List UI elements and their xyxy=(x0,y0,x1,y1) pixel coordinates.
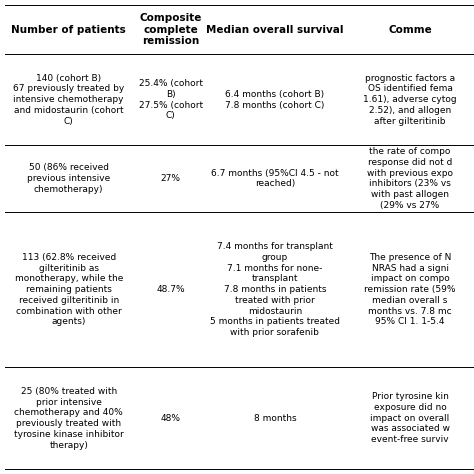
Text: Composite
complete
remission: Composite complete remission xyxy=(139,13,202,46)
Text: 25.4% (cohort
B)
27.5% (cohort
C): 25.4% (cohort B) 27.5% (cohort C) xyxy=(138,79,203,120)
Text: 7.4 months for transplant
group
7.1 months for none-
transplant
7.8 months in pa: 7.4 months for transplant group 7.1 mont… xyxy=(210,242,340,337)
Text: 25 (80% treated with
prior intensive
chemotherapy and 40%
previously treated wit: 25 (80% treated with prior intensive che… xyxy=(14,387,124,449)
Text: Number of patients: Number of patients xyxy=(11,25,126,35)
Text: 27%: 27% xyxy=(161,174,181,183)
Text: 8 months: 8 months xyxy=(254,414,296,423)
Text: the rate of compo
response did not d
with previous expo
inhibitors (23% vs
with : the rate of compo response did not d wit… xyxy=(367,147,453,210)
Text: Median overall survival: Median overall survival xyxy=(206,25,344,35)
Text: 6.4 months (cohort B)
7.8 months (cohort C): 6.4 months (cohort B) 7.8 months (cohort… xyxy=(225,90,325,109)
Text: 140 (cohort B)
67 previously treated by
intensive chemotherapy
and midostaurin (: 140 (cohort B) 67 previously treated by … xyxy=(13,73,124,126)
Text: Comme: Comme xyxy=(388,25,432,35)
Text: prognostic factors a
OS identified fema
1.61), adverse cytog
2.52), and allogen
: prognostic factors a OS identified fema … xyxy=(363,73,457,126)
Text: 48%: 48% xyxy=(161,414,181,423)
Text: The presence of N
NRAS had a signi
impact on compo
remission rate (59%
median ov: The presence of N NRAS had a signi impac… xyxy=(364,253,456,326)
Text: 6.7 months (95%CI 4.5 - not
reached): 6.7 months (95%CI 4.5 - not reached) xyxy=(211,169,339,189)
Text: 50 (86% received
previous intensive
chemotherapy): 50 (86% received previous intensive chem… xyxy=(27,164,110,194)
Text: 48.7%: 48.7% xyxy=(156,285,185,294)
Text: Prior tyrosine kin
exposure did no
impact on overall
was associated w
event-free: Prior tyrosine kin exposure did no impac… xyxy=(370,392,450,444)
Text: 113 (62.8% received
gilteritinib as
monotherapy, while the
remaining patients
re: 113 (62.8% received gilteritinib as mono… xyxy=(15,253,123,326)
